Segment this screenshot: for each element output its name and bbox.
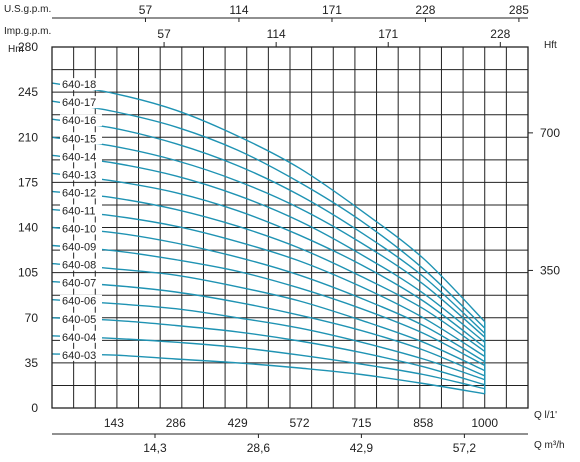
bottom1-tick-label: 858 [413, 416, 433, 430]
series-line-640-08 [51, 262, 485, 372]
top2-tick-label: 114 [267, 27, 286, 41]
series-line-640-17 [51, 100, 486, 329]
y-tick-label: 175 [18, 175, 38, 189]
series-label-bg [60, 276, 102, 289]
series-line-640-04 [51, 335, 485, 390]
series-label-bg [60, 330, 102, 343]
bottom2-tick-label: 42,9 [350, 441, 374, 455]
series-label-bg [60, 186, 102, 199]
series-label-bg [60, 258, 102, 271]
series-label-640-07: 640-07 [62, 278, 96, 290]
top1-tick-label: 228 [415, 3, 435, 17]
series-label-bg [60, 150, 102, 163]
series-line-640-07 [51, 280, 485, 377]
bottom2-tick-label: 28,6 [247, 441, 271, 455]
y-tick-label: 35 [25, 356, 39, 370]
bottom1-tick-label: 143 [104, 416, 124, 430]
series-label-bg [60, 96, 102, 109]
series-label-bg [60, 132, 102, 145]
series-label-bg [60, 168, 102, 181]
series-label-640-11: 640-11 [62, 205, 95, 217]
series-label-640-18: 640-18 [62, 79, 96, 91]
series-label-640-09: 640-09 [62, 242, 96, 254]
top1-tick-label: 285 [509, 3, 529, 17]
series-label-640-14: 640-14 [62, 151, 96, 163]
series-line-640-16 [51, 118, 486, 334]
series-label-640-16: 640-16 [62, 115, 96, 127]
left-unit-label: Hm [8, 44, 24, 55]
right-tick-label: 350 [540, 263, 560, 277]
series-line-640-12 [51, 190, 486, 352]
top2-unit-label: Imp.g.p.m. [4, 26, 51, 37]
series-label-640-06: 640-06 [62, 296, 96, 308]
curves [51, 78, 486, 395]
top2-tick-label: 171 [378, 27, 398, 41]
series-line-640-06 [51, 299, 485, 381]
top1-tick-label: 57 [139, 3, 153, 17]
bottom1-tick-label: 715 [351, 416, 371, 430]
top1-unit-label: U.S.g.p.m. [4, 4, 51, 15]
right-tick-label: 700 [540, 126, 560, 140]
series-line-640-18 [51, 82, 486, 323]
y-tick-label: 140 [18, 221, 38, 235]
bottom2-tick-label: 57,2 [453, 441, 477, 455]
plot-frame [51, 46, 529, 409]
series-line-640-09 [51, 244, 486, 367]
series-label-640-13: 640-13 [62, 169, 96, 181]
series-label-640-15: 640-15 [62, 133, 96, 145]
y-tick-label: 210 [18, 130, 38, 144]
right-unit-label: Hft [544, 40, 557, 51]
y-tick-label: 105 [18, 266, 38, 280]
series-label-bg [60, 204, 102, 217]
frame [51, 17, 533, 438]
series-label-640-08: 640-08 [62, 260, 96, 272]
series-label-bg [60, 312, 102, 325]
series-label-bg [60, 78, 102, 91]
series-line-640-11 [51, 208, 486, 357]
labels: U.S.g.p.m. Imp.g.p.m. Hm Hft Q l/1' Q m³… [4, 3, 565, 455]
bottom1-tick-label: 1000 [471, 416, 498, 430]
top2-tick-label: 57 [157, 27, 171, 41]
series-line-640-13 [51, 172, 486, 348]
series-label-bg [60, 240, 102, 253]
bottom1-tick-label: 286 [166, 416, 186, 430]
series-line-640-05 [51, 317, 485, 386]
top1-tick-label: 171 [322, 3, 342, 17]
y-tick-label: 70 [25, 311, 39, 325]
series-line-640-14 [51, 154, 486, 343]
series-label-640-04: 640-04 [62, 332, 96, 344]
bottom2-tick-label: 14,3 [143, 441, 167, 455]
series-label-640-17: 640-17 [62, 97, 96, 109]
top1-tick-label: 114 [229, 3, 248, 17]
series-line-640-10 [51, 226, 486, 363]
series-label-bg [60, 348, 102, 361]
series-label-640-12: 640-12 [62, 187, 96, 199]
series-label-640-05: 640-05 [62, 314, 96, 326]
y-tick-label: 0 [31, 401, 38, 415]
series-line-640-03 [51, 353, 485, 395]
bottom2-unit-label: Q m³/h [534, 440, 565, 451]
y-tick-label: 280 [18, 40, 38, 54]
bottom1-unit-label: Q l/1' [534, 410, 557, 421]
series-label-640-03: 640-03 [62, 350, 96, 362]
series-label-bg [60, 222, 102, 235]
series-label-bg [60, 294, 102, 307]
series-label-bg [60, 114, 102, 127]
series-line-640-15 [51, 136, 486, 338]
series-label-640-10: 640-10 [62, 224, 96, 236]
bottom1-tick-label: 429 [228, 416, 248, 430]
bottom1-tick-label: 572 [290, 416, 310, 430]
top2-tick-label: 228 [490, 27, 510, 41]
y-tick-label: 245 [18, 85, 38, 99]
